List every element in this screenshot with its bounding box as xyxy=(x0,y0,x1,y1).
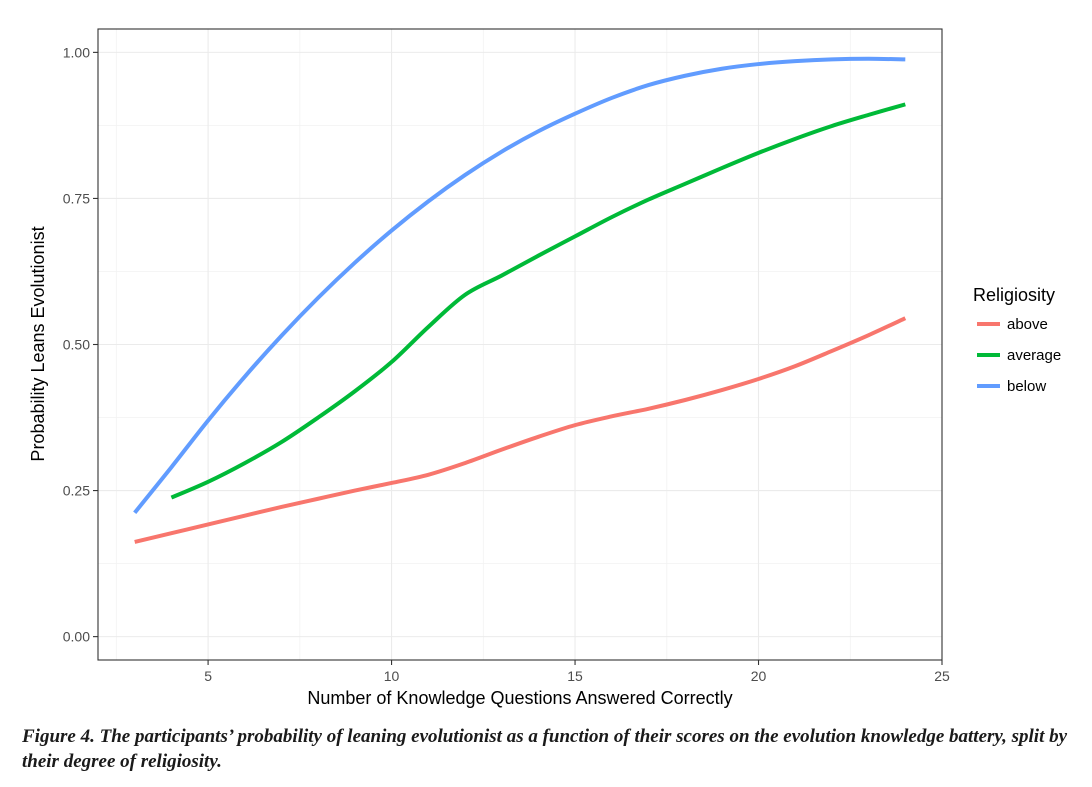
axes: 5 10 15 20 25 0.00 0.25 0.50 0.75 1.00 xyxy=(63,44,950,684)
y-tick-label: 0.50 xyxy=(63,337,90,353)
x-tick-label: 15 xyxy=(567,668,583,684)
y-tick-label: 0.00 xyxy=(63,629,90,645)
series-line-above xyxy=(134,316,907,544)
legend-label-average: average xyxy=(1007,347,1061,364)
legend-title: Religiosity xyxy=(973,285,1055,305)
series-line-below xyxy=(133,56,906,515)
line-chart: 5 10 15 20 25 0.00 0.25 0.50 0.75 1.00 Number of … xyxy=(28,28,1061,708)
legend-label-below: below xyxy=(1007,378,1046,395)
x-tick-label: 10 xyxy=(384,668,400,684)
legend: Religiosity above average below xyxy=(973,285,1061,395)
x-tick-label: 5 xyxy=(204,668,212,684)
y-axis-title: Probability Leans Evolutionist xyxy=(28,226,48,461)
y-tick-label: 0.25 xyxy=(63,483,90,499)
legend-label-above: above xyxy=(1007,316,1048,333)
grid-lines xyxy=(98,29,943,660)
y-tick-label: 1.00 xyxy=(63,44,90,60)
x-tick-label: 25 xyxy=(934,668,950,684)
figure-caption: Figure 4. The participants’ probability … xyxy=(22,726,1068,772)
y-tick-label: 0.75 xyxy=(63,190,90,206)
series-lines xyxy=(133,56,907,544)
x-tick-label: 20 xyxy=(751,668,767,684)
series-line-average xyxy=(170,102,906,500)
x-axis-title: Number of Knowledge Questions Answered C… xyxy=(307,688,732,708)
